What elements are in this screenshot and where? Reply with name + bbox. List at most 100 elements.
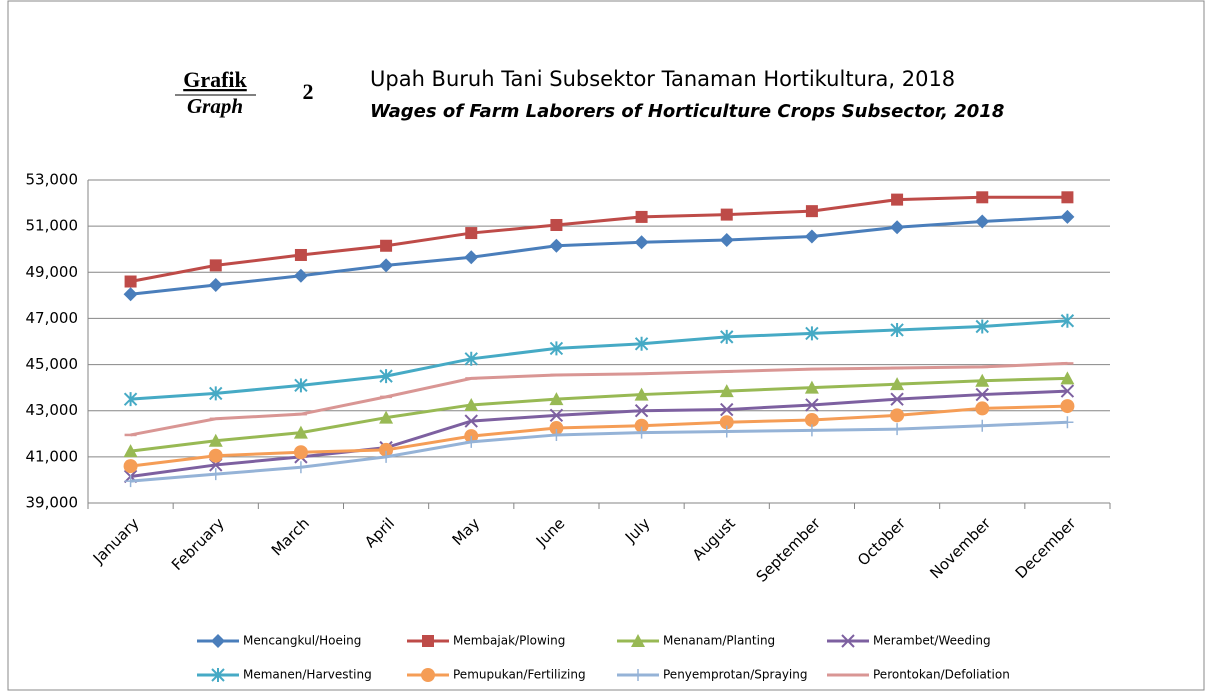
- marker: [720, 425, 733, 438]
- marker: [123, 444, 138, 458]
- marker: [890, 322, 904, 337]
- series: [123, 384, 1075, 484]
- marker: [805, 205, 818, 218]
- marker: [124, 475, 137, 488]
- marker: [975, 214, 990, 229]
- legend-label: Perontokan/Defoliation: [873, 668, 1010, 682]
- legend-label: Mencangkul/Hoeing: [243, 634, 361, 648]
- marker: [549, 238, 564, 253]
- series: [124, 361, 1074, 437]
- graph-number: 2: [303, 79, 314, 104]
- y-tick-label: 41,000: [26, 447, 79, 465]
- legend-label: Pemupukan/Fertilizing: [453, 668, 586, 682]
- marker: [550, 218, 563, 231]
- marker: [634, 418, 649, 433]
- marker: [1061, 191, 1074, 204]
- legend-item: Pemupukan/Fertilizing: [407, 668, 586, 682]
- marker: [891, 193, 904, 206]
- legend-item: Membajak/Plowing: [407, 634, 565, 648]
- marker: [635, 426, 648, 439]
- marker: [975, 401, 990, 416]
- marker: [634, 387, 649, 401]
- marker: [1060, 209, 1075, 224]
- marker: [293, 445, 308, 460]
- marker: [465, 227, 478, 240]
- series-line: [130, 215, 1068, 296]
- marker: [804, 229, 819, 244]
- marker: [293, 268, 308, 283]
- marker: [1060, 313, 1075, 328]
- marker: [549, 421, 564, 436]
- legend-marker: [631, 634, 645, 647]
- y-tick-label: 47,000: [26, 309, 79, 327]
- marker: [975, 373, 990, 387]
- marker: [294, 378, 308, 393]
- marker: [550, 428, 563, 441]
- marker: [805, 398, 819, 412]
- series: [123, 313, 1075, 407]
- marker: [464, 351, 478, 366]
- series-line: [130, 319, 1068, 401]
- marker: [465, 435, 478, 448]
- marker: [464, 397, 479, 411]
- marker: [380, 450, 393, 463]
- legend-item: Perontokan/Defoliation: [827, 668, 1010, 682]
- legend-marker: [841, 634, 855, 648]
- marker: [123, 459, 138, 474]
- marker: [123, 287, 138, 302]
- marker: [464, 414, 478, 428]
- marker: [379, 369, 393, 384]
- y-tick-label: 49,000: [26, 263, 79, 281]
- y-tick-label: 43,000: [26, 401, 79, 419]
- series-line: [130, 376, 1068, 453]
- marker: [379, 442, 394, 457]
- marker: [805, 326, 819, 341]
- marker: [124, 275, 137, 288]
- legend-marker: [211, 668, 225, 682]
- marker: [719, 415, 734, 430]
- marker: [890, 220, 905, 235]
- legend-label: Merambet/Weeding: [873, 634, 991, 648]
- legend-label: Membajak/Plowing: [453, 634, 565, 648]
- marker: [379, 410, 394, 424]
- marker: [976, 419, 989, 432]
- marker: [208, 448, 223, 463]
- marker: [975, 319, 989, 334]
- legend-label: Menanam/Planting: [663, 634, 775, 648]
- legend-marker: [422, 635, 434, 647]
- marker: [634, 235, 649, 250]
- marker: [123, 392, 138, 407]
- series-line: [130, 361, 1068, 437]
- marker: [294, 461, 307, 474]
- series: [123, 399, 1075, 474]
- marker: [976, 191, 989, 204]
- marker: [890, 408, 905, 423]
- marker: [380, 239, 393, 252]
- legend-item: Merambet/Weeding: [827, 634, 991, 648]
- legend-marker: [211, 634, 225, 648]
- marker: [464, 250, 479, 265]
- marker: [1060, 399, 1075, 414]
- marker: [890, 377, 905, 391]
- marker: [635, 210, 648, 223]
- marker: [209, 259, 222, 272]
- series: [123, 371, 1075, 458]
- legend-label: Penyemprotan/Spraying: [663, 668, 808, 682]
- legend-item: Memanen/Harvesting: [197, 668, 372, 682]
- marker: [549, 341, 564, 356]
- graph-label: Grafik: [183, 67, 247, 92]
- marker: [891, 423, 904, 436]
- graph-label-en: Graph: [187, 94, 243, 118]
- marker: [804, 412, 819, 427]
- marker: [209, 468, 222, 481]
- series-line: [130, 389, 1068, 478]
- legend-marker: [632, 669, 644, 681]
- legend-item: Menanam/Planting: [617, 634, 775, 648]
- series: [124, 416, 1074, 488]
- marker: [549, 408, 564, 423]
- marker: [208, 433, 223, 447]
- marker: [379, 258, 394, 273]
- marker: [294, 248, 307, 261]
